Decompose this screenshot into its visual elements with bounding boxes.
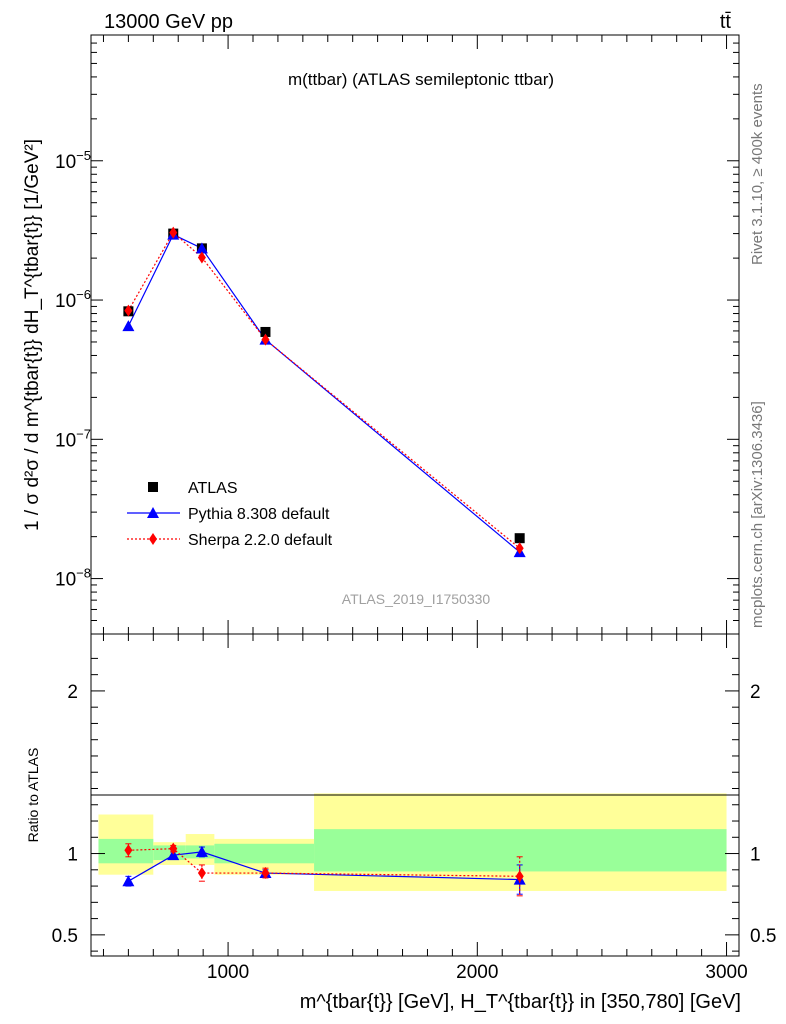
uncertainty-band-inner [314, 829, 727, 872]
series-line-1 [127, 233, 521, 553]
ratio-y-tick-label: 0.5 [52, 926, 78, 947]
ratio-point-1 [169, 842, 178, 855]
data-point-1 [195, 242, 208, 254]
energy-label: 13000 GeV pp [104, 11, 233, 33]
legend-label: Pythia 8.308 default [188, 506, 330, 523]
ratio-y-tick-label-right: 1 [750, 845, 761, 866]
ratio-point-0 [195, 845, 208, 857]
ratio-y-label: Ratio to ATLAS [25, 748, 41, 843]
main-y-tick-label: 10−6 [55, 287, 91, 312]
legend-label: ATLAS [188, 480, 238, 497]
rivet-label: Rivet 3.1.10, ≥ 400k events [749, 83, 766, 265]
x-tick-label: 2000 [456, 962, 498, 983]
main-y-tick-label: 10−5 [55, 148, 91, 173]
data-point-2 [261, 333, 270, 346]
data-point-1 [122, 320, 135, 332]
data-point-0 [514, 533, 525, 544]
ratio-line-1 [128, 848, 520, 877]
ratio-y-tick-label-right: 0.5 [750, 926, 776, 947]
data-point-2 [515, 542, 524, 555]
ratio-point-1 [261, 867, 270, 880]
legend-label: Sherpa 2.2.0 default [188, 532, 333, 549]
x-tick-label: 1000 [207, 962, 249, 983]
ratio-y-tick-label: 2 [67, 682, 78, 703]
main-ticks: 10−8 10−7 10−6 10−5 [55, 34, 739, 635]
legend: ATLAS Pythia 8.308 default Sherpa 2.2.0 de… [127, 480, 333, 549]
legend-marker [147, 507, 159, 518]
main-y-tick-label: 10−7 [55, 426, 91, 451]
ratio-marks [122, 842, 526, 897]
legend-marker [149, 533, 157, 545]
ratio-point-0 [122, 875, 135, 887]
legend-marker [148, 482, 158, 492]
series-line-2 [127, 231, 521, 549]
analysis-label: ATLAS_2019_I1750330 [342, 591, 491, 607]
ratio-point-1 [124, 844, 133, 857]
main-panel: 10−8 10−7 10−6 10−5 m(ttbar) (ATLAS semilep… [22, 34, 740, 635]
mcplots-label: mcplots.cern.ch [arXiv:1306.3436] [749, 401, 766, 628]
main-marks [122, 226, 526, 558]
data-point-2 [169, 226, 178, 239]
main-y-label: 1 / σ d²σ / d m^{tbar{t}} dH_T^{tbar{t}}… [22, 139, 43, 531]
main-title: m(ttbar) (ATLAS semileptonic ttbar) [288, 70, 554, 89]
ratio-point-0 [167, 849, 180, 861]
x-tick-label: 3000 [705, 962, 747, 983]
ratio-y-tick-label: 1 [67, 845, 78, 866]
data-point-2 [124, 304, 133, 317]
data-point-0 [260, 326, 271, 337]
uncertainty-band-inner [214, 843, 315, 864]
ratio-bands [98, 793, 727, 891]
process-label: tt̄ [720, 11, 732, 33]
main-y-tick-label: 10−8 [55, 566, 91, 591]
x-axis-label: m^{tbar{t}} [GeV], H_T^{tbar{t}} in [350… [300, 991, 741, 1013]
ratio-point-1 [515, 870, 524, 883]
ratio-point-1 [197, 867, 206, 880]
data-point-2 [197, 251, 206, 264]
ratio-frame [90, 633, 740, 957]
ratio-y-tick-label-right: 2 [750, 682, 761, 703]
